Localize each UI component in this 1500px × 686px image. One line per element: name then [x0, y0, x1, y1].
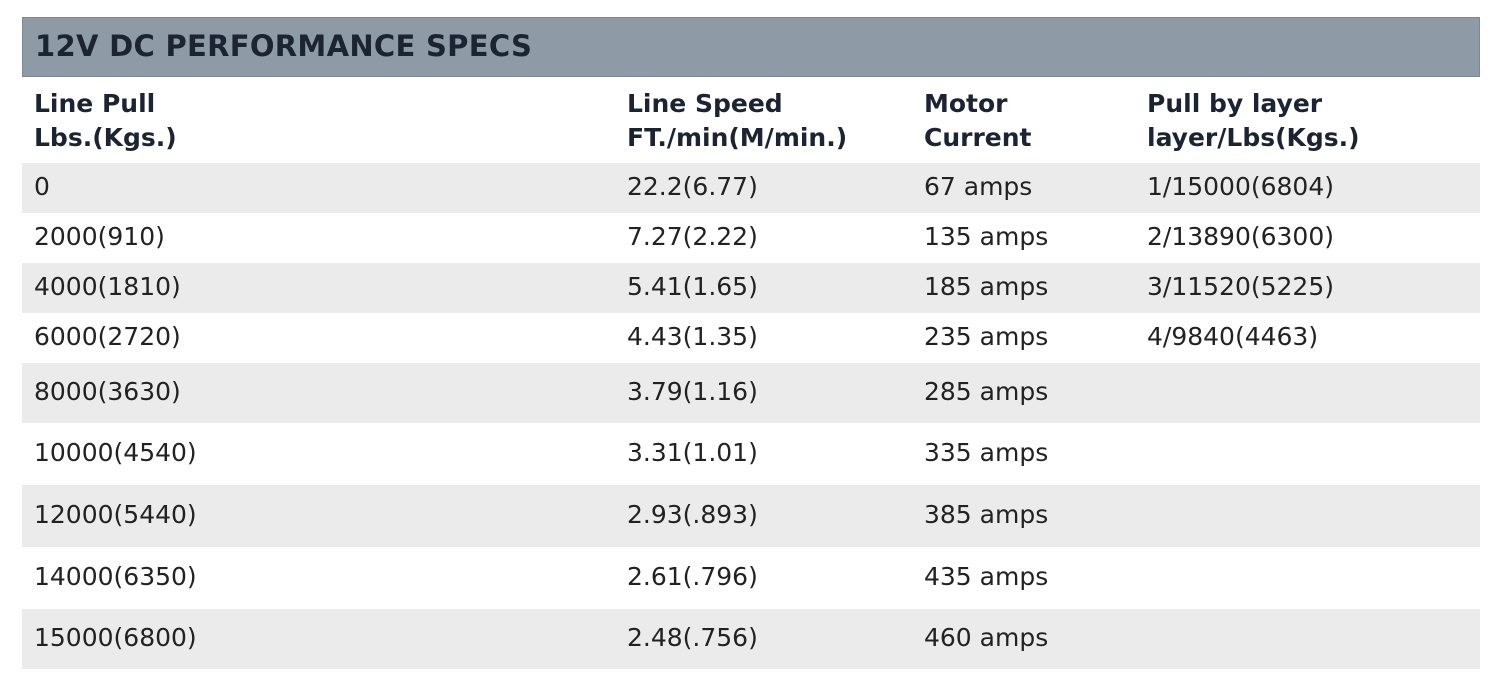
table-cell: 2000(910) [34, 222, 165, 251]
column-header: FT./min(M/min.) [627, 123, 848, 152]
table-cell: 15000(6800) [34, 623, 197, 652]
table-cell: 4/9840(4463) [1147, 322, 1319, 351]
table-row: 8000(3630) 3.79(1.16) 285 amps [22, 363, 1480, 423]
column-header: Line Speed [627, 89, 783, 118]
table-row: 0 22.2(6.77) 67 amps 1/15000(6804) [22, 163, 1480, 213]
table-cell: 10000(4540) [34, 438, 197, 467]
table-row: 14000(6350) 2.61(.796) 435 amps [22, 547, 1480, 609]
table-cell: 4000(1810) [34, 272, 181, 301]
table-cell: 1/15000(6804) [1147, 172, 1334, 201]
table-cell: 6000(2720) [34, 322, 181, 351]
table-cell: 12000(5440) [34, 500, 197, 529]
table-cell: 2.61(.796) [627, 562, 758, 591]
table-row: 12000(5440) 2.93(.893) 385 amps [22, 485, 1480, 547]
table-cell: 67 amps [924, 172, 1033, 201]
column-header: Current [924, 123, 1032, 152]
table-cell: 185 amps [924, 272, 1049, 301]
column-header: Pull by layer [1147, 89, 1323, 118]
table-cell: 3/11520(5225) [1147, 272, 1334, 301]
table-cell: 460 amps [924, 623, 1049, 652]
table-cell: 135 amps [924, 222, 1049, 251]
table-cell: 5.41(1.65) [627, 272, 758, 301]
table-cell: 8000(3630) [34, 377, 181, 406]
table-title: 12V DC PERFORMANCE SPECS [35, 29, 533, 63]
table-row: 10000(4540) 3.31(1.01) 335 amps [22, 423, 1480, 485]
table-cell: 285 amps [924, 377, 1049, 406]
table-cell: 2/13890(6300) [1147, 222, 1334, 251]
table-row: 6000(2720) 4.43(1.35) 235 amps 4/9840(4463) [22, 313, 1480, 363]
column-header: Line Pull [34, 89, 156, 118]
spec-table: 12V DC PERFORMANCE SPECS Line Pull Lbs.(K… [22, 17, 1480, 669]
table-cell: 385 amps [924, 500, 1049, 529]
column-header: layer/Lbs(Kgs.) [1147, 123, 1360, 152]
column-header: Motor [924, 89, 1008, 118]
table-cell: 2.93(.893) [627, 500, 758, 529]
table-cell: 3.31(1.01) [627, 438, 758, 467]
table-cell: 235 amps [924, 322, 1049, 351]
table-cell: 3.79(1.16) [627, 377, 758, 406]
table-cell: 22.2(6.77) [627, 172, 758, 201]
table-row: 2000(910) 7.27(2.22) 135 amps 2/13890(6300) [22, 213, 1480, 263]
table-cell: 14000(6350) [34, 562, 197, 591]
table-cell: 2.48(.756) [627, 623, 758, 652]
table-cell: 435 amps [924, 562, 1049, 591]
table-cell: 0 [34, 172, 50, 201]
table-row: 4000(1810) 5.41(1.65) 185 amps 3/11520(5225… [22, 263, 1480, 313]
column-header: Lbs.(Kgs.) [34, 123, 177, 152]
table-row: 15000(6800) 2.48(.756) 460 amps [22, 609, 1480, 669]
table-cell: 335 amps [924, 438, 1049, 467]
title-bar: 12V DC PERFORMANCE SPECS [22, 17, 1480, 77]
table-cell: 4.43(1.35) [627, 322, 758, 351]
table-cell: 7.27(2.22) [627, 222, 758, 251]
